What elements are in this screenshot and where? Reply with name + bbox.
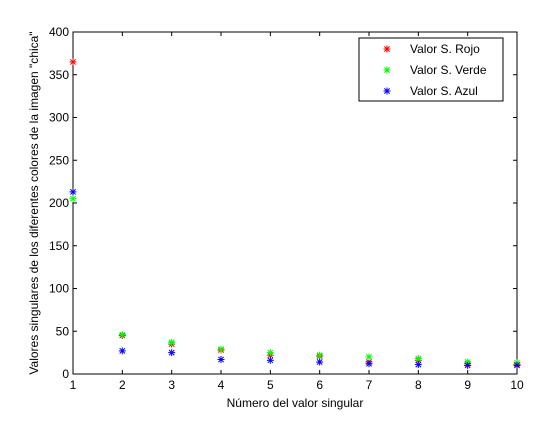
y-tick-label: 50	[56, 324, 70, 338]
x-axis-label: Número del valor singular	[227, 396, 364, 410]
x-tick-label: 9	[464, 378, 471, 392]
data-point	[168, 338, 176, 346]
y-tick-label: 350	[49, 68, 69, 82]
marker-stroke	[384, 67, 390, 73]
legend-box	[358, 37, 504, 102]
marker-stroke	[366, 353, 372, 360]
x-tick-label: 2	[119, 378, 126, 392]
y-tick-label: 400	[49, 25, 69, 39]
marker-stroke	[415, 355, 422, 362]
marker-stroke	[70, 58, 76, 65]
x-tick-label: 6	[316, 378, 323, 392]
data-point	[365, 360, 373, 368]
x-tick-label: 8	[415, 378, 422, 392]
legend-label: Valor S. Verde	[410, 63, 487, 77]
marker-stroke	[218, 346, 224, 353]
marker-stroke	[316, 352, 323, 359]
marker-stroke	[168, 339, 175, 346]
x-tick-label: 3	[168, 378, 175, 392]
marker-stroke	[316, 359, 323, 366]
data-point	[414, 355, 422, 363]
x-tick-label: 1	[70, 378, 77, 392]
y-tick-label: 150	[49, 239, 69, 253]
data-point	[266, 356, 274, 364]
marker-stroke	[168, 349, 175, 356]
y-tick-label: 200	[49, 196, 69, 210]
marker-stroke	[514, 362, 520, 369]
data-point	[217, 355, 225, 363]
marker-stroke	[366, 360, 372, 367]
data-point	[69, 188, 77, 196]
data-point	[365, 353, 373, 361]
y-tick-label: 300	[49, 111, 69, 125]
legend: Valor S. Rojo Valor S. Verde Valor S. Azul	[358, 37, 504, 102]
data-point	[414, 361, 422, 369]
y-tick-label: 250	[49, 153, 69, 167]
legend-label: Valor S. Azul	[410, 84, 478, 98]
x-tick-label: 5	[267, 378, 274, 392]
data-point	[316, 358, 324, 366]
legend-marker	[383, 66, 391, 74]
marker-stroke	[384, 88, 390, 94]
legend-label: Valor S. Rojo	[410, 42, 480, 56]
data-point	[217, 345, 225, 353]
legend-marker	[383, 45, 391, 53]
marker-stroke	[119, 347, 126, 354]
marker-stroke	[70, 195, 76, 202]
x-axis: 1 2 3 4 5 6 7 8 9 10	[70, 32, 524, 392]
y-tick-label: 100	[49, 282, 69, 296]
data-point	[513, 361, 521, 369]
data-point	[168, 349, 176, 357]
y-axis-label: Valores singulares de los diferentes col…	[27, 31, 41, 374]
marker-stroke	[464, 362, 471, 369]
marker-stroke	[119, 331, 126, 338]
data-point	[316, 351, 324, 359]
data-point	[69, 195, 77, 203]
data-points	[69, 58, 521, 369]
data-point	[118, 331, 126, 339]
data-point	[464, 361, 472, 369]
x-tick-label: 10	[510, 378, 524, 392]
data-point	[118, 347, 126, 355]
x-tick-label: 7	[366, 378, 373, 392]
data-point	[266, 349, 274, 357]
marker-stroke	[267, 349, 274, 356]
data-point	[69, 58, 77, 66]
x-tick-label: 4	[218, 378, 225, 392]
y-axis: 0 50 100 150 200 250 300 350 400	[49, 25, 517, 381]
marker-stroke	[415, 361, 422, 368]
y-tick-label: 0	[62, 367, 69, 381]
marker-stroke	[267, 357, 274, 364]
marker-stroke	[218, 356, 224, 363]
marker-stroke	[384, 46, 390, 52]
legend-marker	[383, 87, 391, 95]
marker-stroke	[70, 188, 76, 195]
